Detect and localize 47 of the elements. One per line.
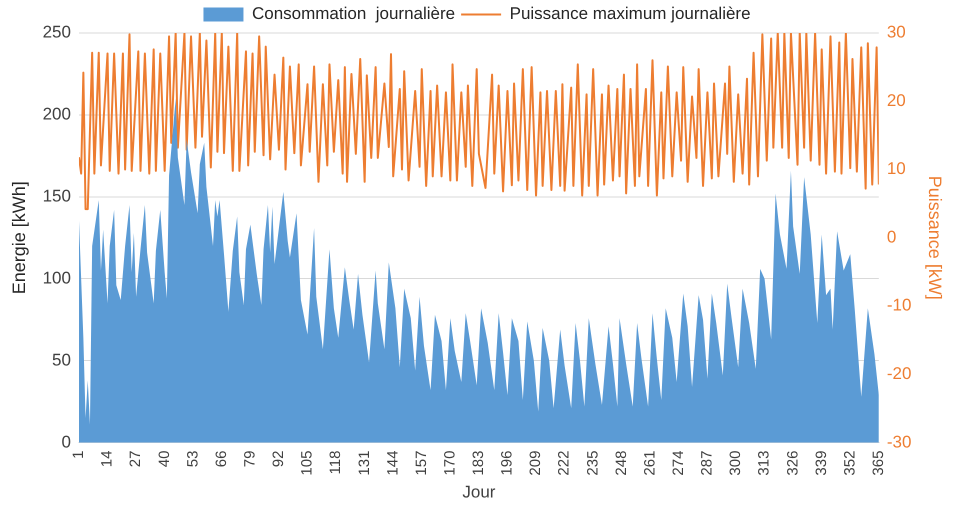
x-tick-label: 300 [727, 450, 744, 476]
x-tick-label: 261 [641, 450, 658, 476]
y-tick-label: 0 [61, 432, 71, 452]
y-axis-title: Energie [kWh] [8, 181, 29, 294]
x-tick-label: 287 [698, 450, 716, 476]
y2-tick-label: -10 [886, 296, 912, 315]
x-tick-label: 183 [470, 450, 488, 476]
x-tick-label: 352 [841, 450, 858, 476]
x-tick-label: 131 [356, 450, 373, 476]
y-tick-label: 250 [42, 22, 71, 42]
x-tick-label: 157 [412, 450, 430, 476]
x-tick-label: 14 [98, 450, 116, 468]
x-tick-label: 196 [498, 450, 516, 476]
x-tick-label: 105 [298, 450, 316, 476]
x-tick-label: 92 [270, 450, 288, 468]
x-tick-label: 53 [184, 450, 202, 468]
x-tick-label: 118 [327, 450, 344, 474]
y2-tick-label: 10 [886, 159, 906, 178]
x-tick-label: 274 [670, 450, 688, 476]
x-tick-label: 1 [70, 450, 88, 459]
x-tick-label: 248 [612, 450, 630, 476]
y2-tick-label: 0 [886, 227, 896, 246]
legend-label: Consommation journalière [252, 4, 456, 24]
y-tick-label: 50 [52, 350, 71, 370]
x-tick-label: 222 [556, 450, 573, 476]
x-tick-label: 40 [156, 450, 173, 468]
y2-tick-label: -30 [886, 432, 912, 452]
y-tick-label: 100 [42, 268, 71, 288]
x-axis-title: Jour [462, 482, 496, 502]
x-tick-label: 313 [756, 450, 773, 476]
y-tick-label: 200 [42, 104, 71, 124]
x-tick-label: 209 [527, 450, 544, 476]
y-tick-label: 150 [42, 186, 71, 206]
x-tick-label: 144 [384, 450, 402, 476]
y2-tick-label: -20 [886, 364, 912, 383]
x-tick-label: 27 [127, 450, 144, 468]
y2-tick-label: 20 [886, 90, 906, 110]
x-tick-label: 235 [584, 450, 602, 476]
legend-label: Puissance maximum journalière [510, 4, 751, 24]
x-tick-label: 66 [212, 450, 230, 468]
x-tick-label: 170 [441, 450, 458, 476]
x-tick-label: 326 [784, 450, 802, 476]
x-tick-label: 339 [812, 450, 830, 476]
y2-tick-label: 30 [886, 22, 906, 42]
y2-axis-title: Puissance [kW] [925, 176, 946, 300]
x-tick-label: 79 [242, 450, 259, 468]
x-tick-label: 365 [870, 450, 887, 476]
